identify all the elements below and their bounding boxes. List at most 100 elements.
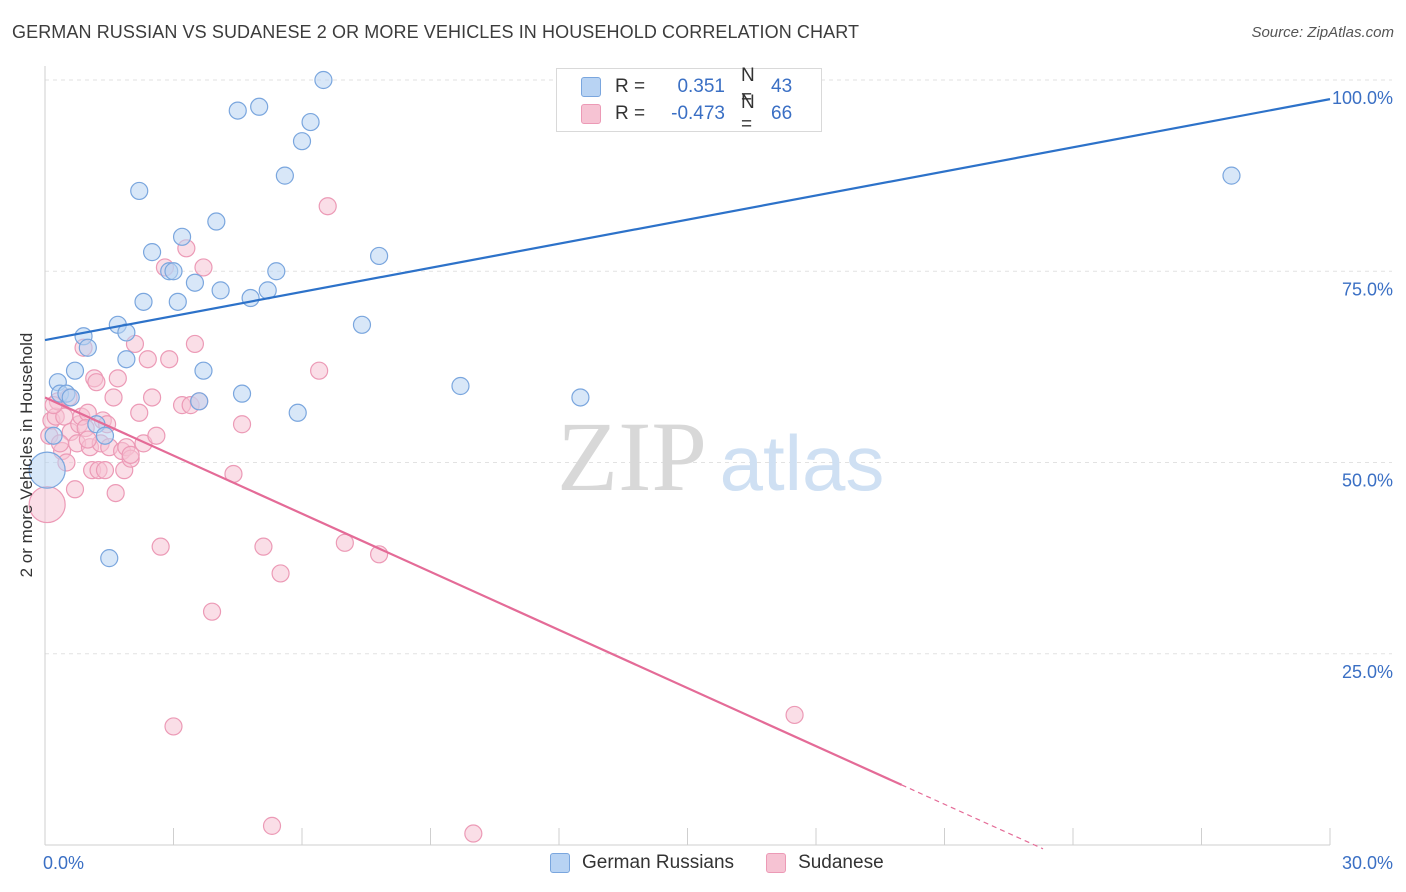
german-russian-point xyxy=(207,212,226,231)
german-russian-point xyxy=(185,273,205,292)
sudanese-point xyxy=(262,816,282,835)
legend-swatch-blue xyxy=(550,853,570,873)
watermark-atlas: atlas xyxy=(720,419,885,507)
y-tick-label: 75.0% xyxy=(1342,279,1393,299)
sudanese-point xyxy=(185,334,205,354)
sudanese-point xyxy=(254,537,273,556)
sudanese-point xyxy=(138,350,157,369)
legend-r-label: R = xyxy=(615,103,646,124)
series-legend: German Russians Sudanese xyxy=(550,852,916,874)
sudanese-point xyxy=(142,388,162,407)
chart-title: GERMAN RUSSIAN VS SUDANESE 2 OR MORE VEH… xyxy=(12,22,860,42)
german-russian-point xyxy=(61,388,80,407)
sudanese-point xyxy=(78,430,97,449)
legend-series-name: German Russians xyxy=(582,852,735,873)
german-russian-points xyxy=(28,70,1241,568)
german-russian-point xyxy=(301,112,320,132)
german-russian-point xyxy=(28,451,66,489)
german-russian-point xyxy=(288,403,307,422)
tick-labels: 25.0% 50.0% 75.0% 100.0% 0.0% 30.0% xyxy=(43,88,1393,873)
german-russian-point xyxy=(571,388,590,407)
sudanese-trend-extension xyxy=(901,784,1044,850)
german-russian-point xyxy=(370,246,389,266)
german-russian-point xyxy=(352,315,372,334)
legend-r-value: -0.473 xyxy=(671,103,725,124)
legend-swatch-blue xyxy=(581,77,601,97)
legend-n-label: N = xyxy=(741,65,755,108)
legend-item-sudanese[interactable]: Sudanese xyxy=(766,852,884,874)
sudanese-point xyxy=(87,373,106,392)
sudanese-point xyxy=(108,369,127,388)
sudanese-point xyxy=(151,537,170,556)
sudanese-point xyxy=(202,602,222,621)
y-axis-label: 2 or more Vehicles in Household xyxy=(17,333,36,578)
legend-row-german-russians: R = 0.351 N = 43 xyxy=(581,65,793,108)
sudanese-point xyxy=(335,533,354,552)
german-russian-point xyxy=(164,262,183,281)
sudanese-point xyxy=(65,480,85,499)
german-russian-point xyxy=(100,549,119,568)
legend-n-label: N = xyxy=(741,92,755,135)
sudanese-point xyxy=(318,197,337,216)
y-tick-label: 25.0% xyxy=(1342,662,1393,682)
sudanese-point xyxy=(95,461,115,480)
german-russian-point xyxy=(194,361,213,380)
grid-lines xyxy=(45,79,1392,655)
legend-series-name: Sudanese xyxy=(798,852,884,873)
sudanese-point xyxy=(130,403,149,422)
sudanese-point xyxy=(160,350,179,369)
german-russian-point xyxy=(267,262,286,281)
german-russian-point xyxy=(232,384,252,403)
legend-r-value: 0.351 xyxy=(677,76,725,97)
german-russian-point xyxy=(314,70,333,90)
legend-n-value: 66 xyxy=(771,103,793,124)
german-russian-point xyxy=(1222,166,1241,185)
german-russian-point xyxy=(250,97,269,116)
sudanese-point xyxy=(147,426,166,445)
german-russian-point xyxy=(275,166,294,185)
legend-swatch-pink xyxy=(581,104,601,124)
german-russian-point xyxy=(211,281,230,300)
sudanese-point xyxy=(106,484,125,503)
legend-swatch-pink xyxy=(766,853,787,873)
sudanese-point xyxy=(194,258,213,277)
german-russian-point xyxy=(117,350,136,369)
german-russian-point xyxy=(78,338,97,357)
german-russian-point xyxy=(190,392,209,411)
x-tick-label: 0.0% xyxy=(43,853,84,873)
german-russian-trend-line xyxy=(44,98,1331,342)
german-russian-point xyxy=(241,288,260,308)
german-russian-point xyxy=(228,101,247,120)
sudanese-point xyxy=(310,361,329,380)
watermark: ZIP atlas xyxy=(557,401,884,512)
trend-lines xyxy=(44,98,1331,850)
legend-row-sudanese: R = -0.473 N = 66 xyxy=(581,92,793,135)
y-tick-label: 100.0% xyxy=(1332,88,1393,108)
german-russian-point xyxy=(451,376,470,396)
y-tick-label: 50.0% xyxy=(1342,471,1393,491)
legend-n-value: 43 xyxy=(771,76,793,97)
german-russian-point xyxy=(134,292,153,311)
sudanese-point xyxy=(164,717,183,736)
correlation-legend: R = 0.351 N = 43 R = -0.473 N = 66 xyxy=(556,65,822,135)
legend-r-label: R = xyxy=(615,76,646,97)
german-russian-point xyxy=(44,426,63,445)
german-russian-point xyxy=(130,181,149,201)
german-russian-point xyxy=(65,361,85,380)
legend-item-german-russians[interactable]: German Russians xyxy=(550,852,734,874)
x-tick-label: 30.0% xyxy=(1342,853,1393,873)
sudanese-point xyxy=(785,705,804,725)
source-credit: Source: ZipAtlas.com xyxy=(1251,24,1394,41)
sudanese-point xyxy=(464,824,483,843)
german-russian-point xyxy=(142,243,162,262)
sudanese-point xyxy=(121,445,140,464)
german-russian-point xyxy=(95,426,115,445)
sudanese-trend-line xyxy=(44,396,903,786)
sudanese-point xyxy=(232,415,252,434)
german-russian-point xyxy=(172,227,192,246)
sudanese-point xyxy=(271,564,290,583)
german-russian-point xyxy=(168,292,187,311)
german-russian-point xyxy=(292,132,312,151)
watermark-zip: ZIP xyxy=(557,401,707,512)
